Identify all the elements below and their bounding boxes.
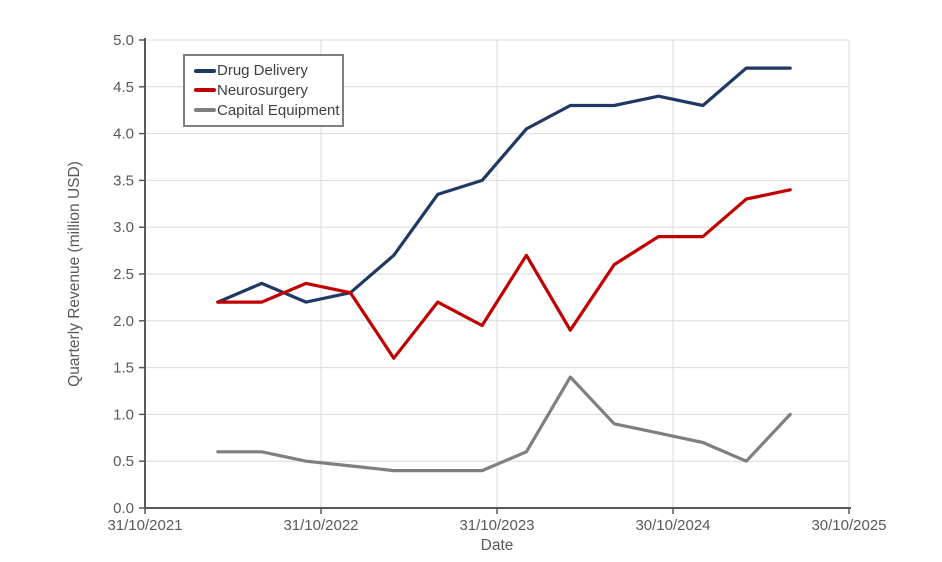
y-tick-label: 0.5: [113, 453, 134, 470]
y-tick-label: 4.0: [113, 126, 134, 143]
series-line-neurosurgery: [216, 188, 792, 360]
series-line-drug-delivery: [216, 66, 792, 304]
y-tick-label: 0.0: [113, 500, 134, 517]
legend-label: Neurosurgery: [217, 81, 308, 99]
drug-delivery-line-swatch-icon: [194, 68, 216, 73]
x-tick-label: 30/10/2024: [635, 517, 710, 534]
neurosurgery-line-swatch-icon: [194, 88, 216, 93]
legend-item-capital-equipment: Capital Equipment: [194, 101, 340, 119]
chart-legend: Drug Delivery Neurosurgery Capital Equip…: [183, 54, 344, 127]
x-tick-label: 31/10/2021: [107, 517, 182, 534]
y-axis-title: Quarterly Revenue (million USD): [66, 161, 83, 387]
legend-item-drug-delivery: Drug Delivery: [194, 63, 338, 78]
series-line-capital-equipment: [216, 375, 792, 473]
x-tick-label: 31/10/2023: [459, 517, 534, 534]
legend-label: Drug Delivery: [217, 62, 308, 80]
y-tick-label: 1.5: [113, 360, 134, 377]
y-tick-label: 2.5: [113, 266, 134, 283]
capital-equipment-line-swatch-icon: [194, 108, 216, 113]
y-tick-label: 3.0: [113, 219, 134, 236]
legend-item-neurosurgery: Neurosurgery: [194, 83, 338, 98]
y-tick-label: 1.0: [113, 406, 134, 423]
y-tick-label: 4.5: [113, 79, 134, 96]
y-tick-label: 3.5: [113, 172, 134, 189]
y-tick-label: 5.0: [113, 32, 134, 49]
y-tick-label: 2.0: [113, 313, 134, 330]
legend-label: Capital Equipment: [217, 101, 340, 119]
x-axis-title: Date: [480, 537, 514, 554]
x-tick-label: 31/10/2022: [283, 517, 358, 534]
x-tick-label: 30/10/2025: [811, 517, 886, 534]
